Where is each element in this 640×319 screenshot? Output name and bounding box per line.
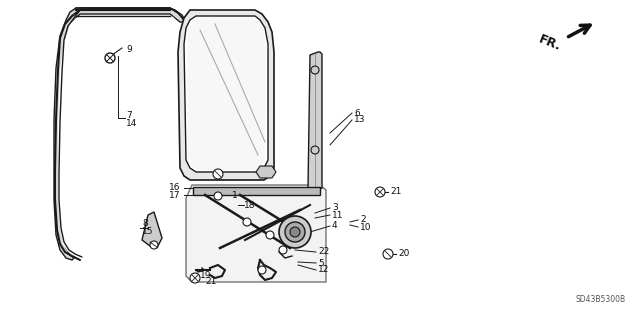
Text: 10: 10 bbox=[360, 222, 371, 232]
Text: 13: 13 bbox=[354, 115, 365, 124]
Circle shape bbox=[285, 222, 305, 242]
Text: 3: 3 bbox=[332, 204, 338, 212]
Polygon shape bbox=[54, 8, 185, 260]
Circle shape bbox=[279, 216, 311, 248]
Circle shape bbox=[214, 192, 222, 200]
Text: 14: 14 bbox=[126, 118, 138, 128]
Circle shape bbox=[258, 266, 266, 274]
Text: 9: 9 bbox=[126, 46, 132, 55]
Text: 21: 21 bbox=[390, 188, 401, 197]
Text: 7: 7 bbox=[126, 112, 132, 121]
Text: 11: 11 bbox=[332, 211, 344, 219]
Polygon shape bbox=[184, 16, 268, 172]
Text: 21: 21 bbox=[205, 278, 216, 286]
Circle shape bbox=[266, 231, 274, 239]
Circle shape bbox=[375, 187, 385, 197]
Circle shape bbox=[243, 218, 251, 226]
Polygon shape bbox=[308, 52, 322, 190]
Text: 19: 19 bbox=[200, 271, 211, 279]
Polygon shape bbox=[142, 212, 162, 246]
Text: 20: 20 bbox=[398, 249, 410, 258]
Text: 16: 16 bbox=[168, 183, 180, 192]
Polygon shape bbox=[178, 10, 274, 180]
Polygon shape bbox=[187, 17, 266, 170]
Circle shape bbox=[279, 246, 287, 254]
Text: 6: 6 bbox=[354, 108, 360, 117]
Text: 22: 22 bbox=[318, 248, 329, 256]
Circle shape bbox=[190, 273, 200, 283]
Text: 5: 5 bbox=[318, 258, 324, 268]
Polygon shape bbox=[186, 185, 326, 282]
Text: 15: 15 bbox=[142, 226, 154, 235]
Circle shape bbox=[213, 169, 223, 179]
Circle shape bbox=[150, 241, 158, 249]
Text: 2: 2 bbox=[360, 216, 365, 225]
Text: 1: 1 bbox=[232, 190, 237, 199]
Polygon shape bbox=[256, 166, 276, 178]
Polygon shape bbox=[193, 187, 320, 195]
Circle shape bbox=[383, 249, 393, 259]
Circle shape bbox=[105, 53, 115, 63]
Circle shape bbox=[311, 146, 319, 154]
Text: FR.: FR. bbox=[537, 33, 563, 53]
Circle shape bbox=[311, 66, 319, 74]
Text: 17: 17 bbox=[168, 190, 180, 199]
Text: SD43B5300B: SD43B5300B bbox=[576, 295, 626, 304]
Text: 8: 8 bbox=[142, 219, 148, 228]
Text: 4: 4 bbox=[332, 221, 338, 231]
Polygon shape bbox=[58, 15, 180, 254]
Text: 18: 18 bbox=[244, 201, 255, 210]
Circle shape bbox=[290, 227, 300, 237]
Text: 12: 12 bbox=[318, 265, 330, 275]
